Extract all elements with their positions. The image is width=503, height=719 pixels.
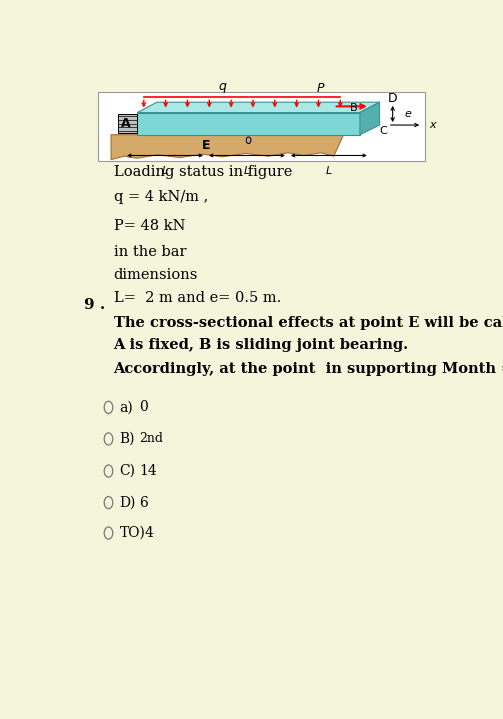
Text: $x$: $x$ <box>429 120 438 130</box>
Text: A: A <box>121 117 131 130</box>
Text: 0: 0 <box>139 400 148 414</box>
Text: A is fixed, B is sliding joint bearing.: A is fixed, B is sliding joint bearing. <box>114 338 408 352</box>
Text: a): a) <box>119 400 133 414</box>
Text: $L$: $L$ <box>325 164 332 175</box>
Text: $L$: $L$ <box>243 164 250 175</box>
Text: E: E <box>202 139 210 152</box>
Polygon shape <box>360 102 380 134</box>
Polygon shape <box>118 114 137 133</box>
Circle shape <box>246 137 251 144</box>
Text: L=  2 m and e= 0.5 m.: L= 2 m and e= 0.5 m. <box>114 290 281 305</box>
Text: q = 4 kN/m ,: q = 4 kN/m , <box>114 190 208 204</box>
Text: $L$: $L$ <box>161 164 169 175</box>
Polygon shape <box>137 102 380 113</box>
Text: C): C) <box>119 464 135 478</box>
Text: D: D <box>388 92 397 105</box>
Text: 9 .: 9 . <box>85 298 106 312</box>
Polygon shape <box>111 134 344 160</box>
Text: 6: 6 <box>139 495 148 510</box>
Text: B): B) <box>119 432 135 446</box>
Text: TO): TO) <box>119 526 145 540</box>
Text: B: B <box>350 103 358 113</box>
Text: dimensions: dimensions <box>114 267 198 282</box>
Text: in the bar: in the bar <box>114 245 186 260</box>
FancyBboxPatch shape <box>98 92 426 161</box>
Text: $e$: $e$ <box>404 109 412 119</box>
Text: Accordingly, at the point  in supporting Month =?: Accordingly, at the point in supporting … <box>114 362 503 375</box>
Text: C: C <box>380 126 387 136</box>
Text: 14: 14 <box>139 464 156 478</box>
Text: P= 48 kN: P= 48 kN <box>114 219 185 234</box>
Text: 2nd: 2nd <box>139 432 163 446</box>
Text: $q$: $q$ <box>218 81 227 96</box>
Text: The cross-sectional effects at point E will be calculated.: The cross-sectional effects at point E w… <box>114 316 503 330</box>
Text: $P$: $P$ <box>316 82 325 95</box>
Polygon shape <box>137 113 360 134</box>
Text: 4: 4 <box>145 526 153 540</box>
Text: D): D) <box>119 495 136 510</box>
Text: Loading status in figure: Loading status in figure <box>114 165 292 179</box>
